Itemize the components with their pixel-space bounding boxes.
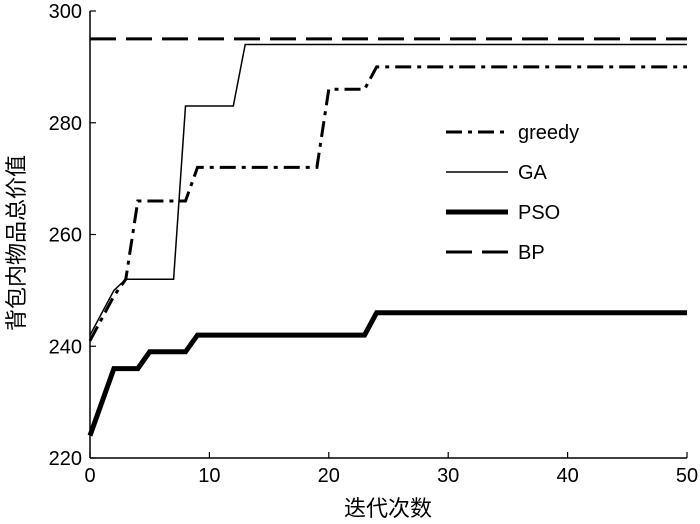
x-tick-label: 40 bbox=[556, 465, 578, 487]
series-line-greedy bbox=[88, 65, 687, 342]
x-tick-label: 20 bbox=[318, 465, 340, 487]
y-tick-label: 240 bbox=[49, 336, 82, 358]
series-line-ga bbox=[89, 43, 687, 336]
legend-label-greedy: greedy bbox=[518, 122, 579, 144]
axes bbox=[89, 10, 688, 459]
y-tick-label: 260 bbox=[49, 225, 82, 247]
series-line-pso bbox=[87, 310, 687, 437]
legend-label-ga: GA bbox=[518, 162, 548, 184]
y-tick-label: 300 bbox=[49, 1, 82, 23]
tick-labels: 0 10 20 30 40 50 220 240 260 280 300 bbox=[49, 1, 699, 487]
x-tick-label: 10 bbox=[198, 465, 220, 487]
legend-label-pso: PSO bbox=[518, 202, 560, 224]
legend: greedy GA PSO BP bbox=[446, 122, 579, 264]
y-tick-label: 280 bbox=[49, 113, 82, 135]
x-tick-label: 50 bbox=[676, 465, 698, 487]
x-tick-label: 30 bbox=[437, 465, 459, 487]
series-layer bbox=[87, 37, 687, 437]
y-tick-label: 220 bbox=[49, 448, 82, 470]
x-axis-title: 迭代次数 bbox=[344, 497, 432, 522]
y-axis-title: 背包内物品总价值 bbox=[5, 155, 30, 331]
legend-label-bp: BP bbox=[518, 242, 545, 264]
x-tick-label: 0 bbox=[84, 465, 95, 487]
